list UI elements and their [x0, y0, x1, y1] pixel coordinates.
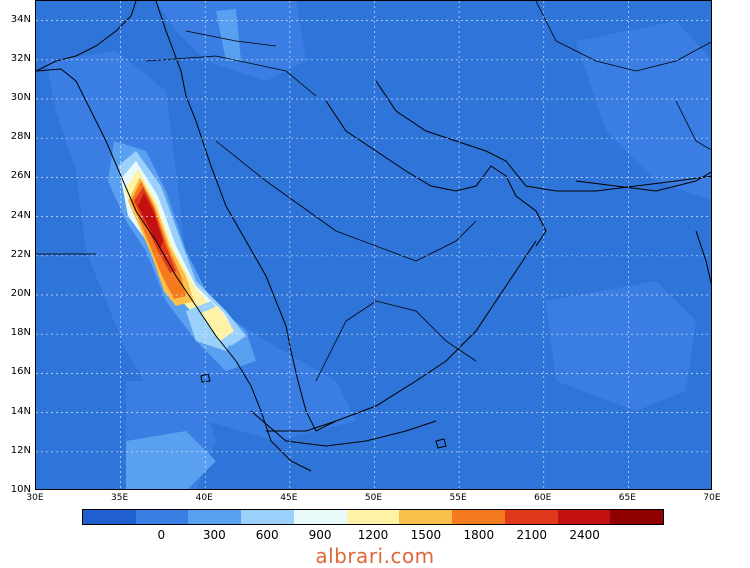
colorbar-tick-label: 300	[202, 528, 226, 542]
gulf-coast	[375, 80, 711, 192]
coastlines	[36, 1, 711, 472]
island	[435, 438, 447, 449]
colorbar-swatch	[610, 510, 664, 524]
lon-tick-label: 60E	[534, 493, 552, 503]
colorbar-tick-label: 2100	[516, 528, 547, 542]
colorbar-tick-label: 600	[255, 528, 279, 542]
lat-tick-label: 32N	[10, 52, 31, 64]
horn-coast	[250, 410, 437, 447]
island	[200, 373, 211, 383]
lat-tick-label: 22N	[10, 248, 31, 260]
med-coast	[36, 1, 137, 72]
peak-zone	[138, 193, 163, 249]
border-line	[535, 1, 711, 72]
lat-tick-label: 30N	[10, 92, 31, 103]
highland-patch	[546, 281, 696, 411]
lon-tick-label: 55E	[449, 493, 467, 503]
arabia-south-coast	[266, 240, 537, 432]
colorbar-tick-label: 1500	[410, 528, 442, 542]
colorbar-tick-label: 900	[308, 528, 332, 542]
lat-tick-label: 16N	[10, 366, 31, 378]
colorbar-swatch	[504, 510, 558, 524]
border-line	[675, 100, 711, 151]
colorbar-tick-label: 1200	[357, 528, 389, 542]
colorbar-swatch	[557, 510, 611, 524]
map-frame	[35, 0, 712, 490]
colorbar-swatch	[83, 510, 136, 524]
lon-tick-label: 45E	[280, 493, 298, 503]
colorbar-swatch	[346, 510, 400, 524]
peak-zone	[201, 306, 234, 341]
borders	[36, 1, 711, 382]
colorbar-tick-label: 0	[157, 528, 166, 542]
lat-tick-label: 10N	[10, 484, 31, 495]
colorbar-swatch	[241, 510, 294, 524]
mountain-belt	[126, 431, 216, 489]
lat-tick-label: 12N	[10, 444, 31, 456]
colorbar-swatch	[293, 510, 347, 524]
india-coast	[695, 230, 711, 285]
colorbar-swatch	[135, 510, 189, 524]
colorbar	[82, 509, 664, 525]
colorbar-tick-label: 1800	[463, 528, 495, 542]
lat-tick-label: 20N	[10, 288, 31, 299]
lon-tick-label: 35E	[111, 493, 129, 503]
lon-tick-label: 30E	[26, 493, 44, 503]
border-line	[145, 55, 317, 97]
lat-tick-label: 18N	[10, 327, 31, 339]
colorbar-swatch	[399, 510, 453, 524]
gridlines	[36, 1, 711, 489]
border-line	[315, 300, 477, 382]
red-sea-coast	[155, 1, 337, 432]
lat-tick-label: 24N	[10, 209, 31, 221]
lon-tick-label: 50E	[364, 493, 383, 503]
colorbar-tick-label: 2400	[569, 528, 600, 542]
lon-tick-label: 40E	[195, 493, 213, 503]
highland-patch	[576, 21, 711, 201]
border-line	[185, 30, 277, 47]
red-sea-coast	[36, 68, 312, 472]
lon-tick-label: 70E	[703, 493, 721, 503]
colorbar-swatch	[188, 510, 242, 524]
gulf-coast	[325, 100, 547, 247]
watermark-text: albrari.com	[315, 544, 435, 568]
colorbar-swatch	[452, 510, 505, 524]
mountain-belt	[216, 9, 241, 61]
elevation-map	[36, 1, 711, 489]
lat-tick-label: 26N	[10, 170, 31, 182]
lat-tick-label: 28N	[10, 131, 31, 143]
lat-tick-label: 14N	[10, 405, 31, 417]
lat-tick-label: 34N	[10, 13, 31, 25]
lon-tick-label: 65E	[618, 493, 636, 503]
